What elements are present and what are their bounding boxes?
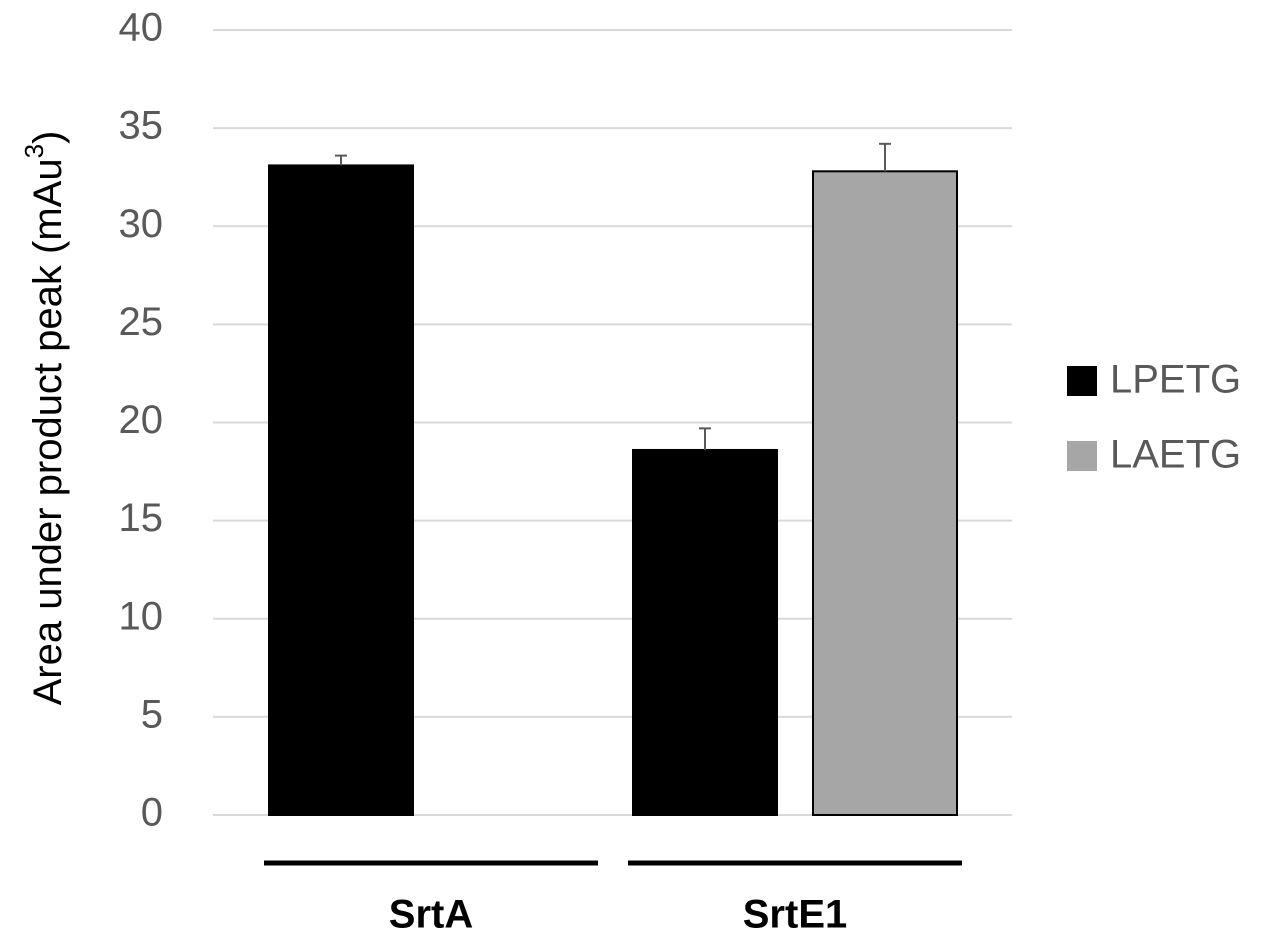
legend-label-lpetg: LPETG (1110, 358, 1241, 402)
y-tick-label: 40 (119, 6, 164, 50)
legend-swatch-laetg (1067, 441, 1097, 471)
category-label: SrtA (389, 893, 473, 937)
y-tick-label: 15 (119, 496, 164, 540)
y-tick-label: 0 (141, 791, 163, 835)
y-tick-label: 25 (119, 300, 164, 344)
bar (812, 170, 958, 817)
bar (268, 164, 414, 817)
y-axis-title-main: Area under product peak (mAu (26, 158, 70, 705)
y-axis-title-suffix: ) (26, 131, 70, 144)
y-axis-ticks: 0 5 10 15 20 25 30 35 40 (119, 6, 164, 835)
x-axis-categories: SrtA SrtE1 (264, 860, 962, 937)
y-axis-title-superscript: 3 (19, 144, 49, 158)
bars (268, 164, 958, 817)
y-tick-label: 30 (119, 202, 164, 246)
bar (632, 448, 778, 816)
y-tick-label: 35 (119, 104, 164, 148)
legend-label-laetg: LAETG (1110, 433, 1241, 477)
y-tick-label: 20 (119, 398, 164, 442)
y-axis-title: Area under product peak (mAu3) (19, 131, 70, 706)
legend-swatch-lpetg (1067, 366, 1097, 396)
error-bars (335, 142, 891, 450)
y-tick-label: 5 (141, 692, 163, 736)
legend: LPETG LAETG (1067, 358, 1241, 477)
category-label: SrtE1 (743, 893, 848, 937)
y-tick-label: 10 (119, 594, 164, 638)
